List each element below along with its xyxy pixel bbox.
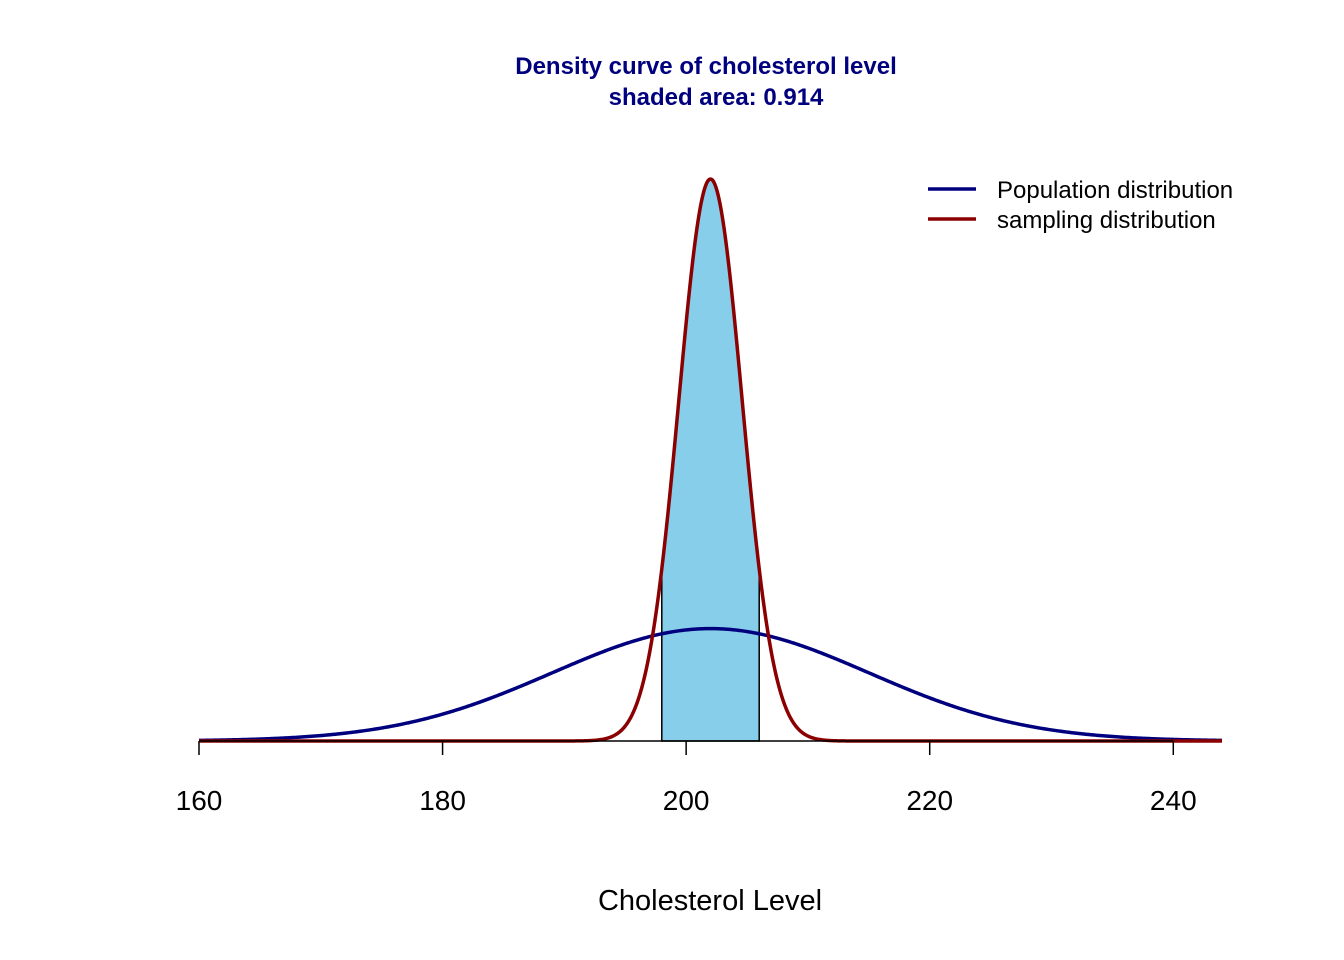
population-distribution-curve [198,626,1223,743]
x-tick-label: 200 [663,785,710,816]
legend-label-sampling: sampling distribution [997,207,1216,234]
x-tick-label: 220 [906,785,953,816]
x-tick-label: 160 [176,785,223,816]
chart-subtitle: shaded area: 0.914 [609,84,824,111]
x-tick-label: 180 [419,785,466,816]
x-tick-label: 240 [1150,785,1197,816]
chart-title-group: Density curve of cholesterol level shade… [515,53,896,111]
chart-title: Density curve of cholesterol level [515,53,896,80]
x-axis-label: Cholesterol Level [598,885,822,917]
legend-label-population: Population distribution [997,177,1233,204]
x-axis: 160 180 200 220 240 [176,740,1197,816]
legend: Population distribution sampling distrib… [928,177,1233,234]
shaded-area [661,178,760,742]
plot-area [198,177,1223,743]
